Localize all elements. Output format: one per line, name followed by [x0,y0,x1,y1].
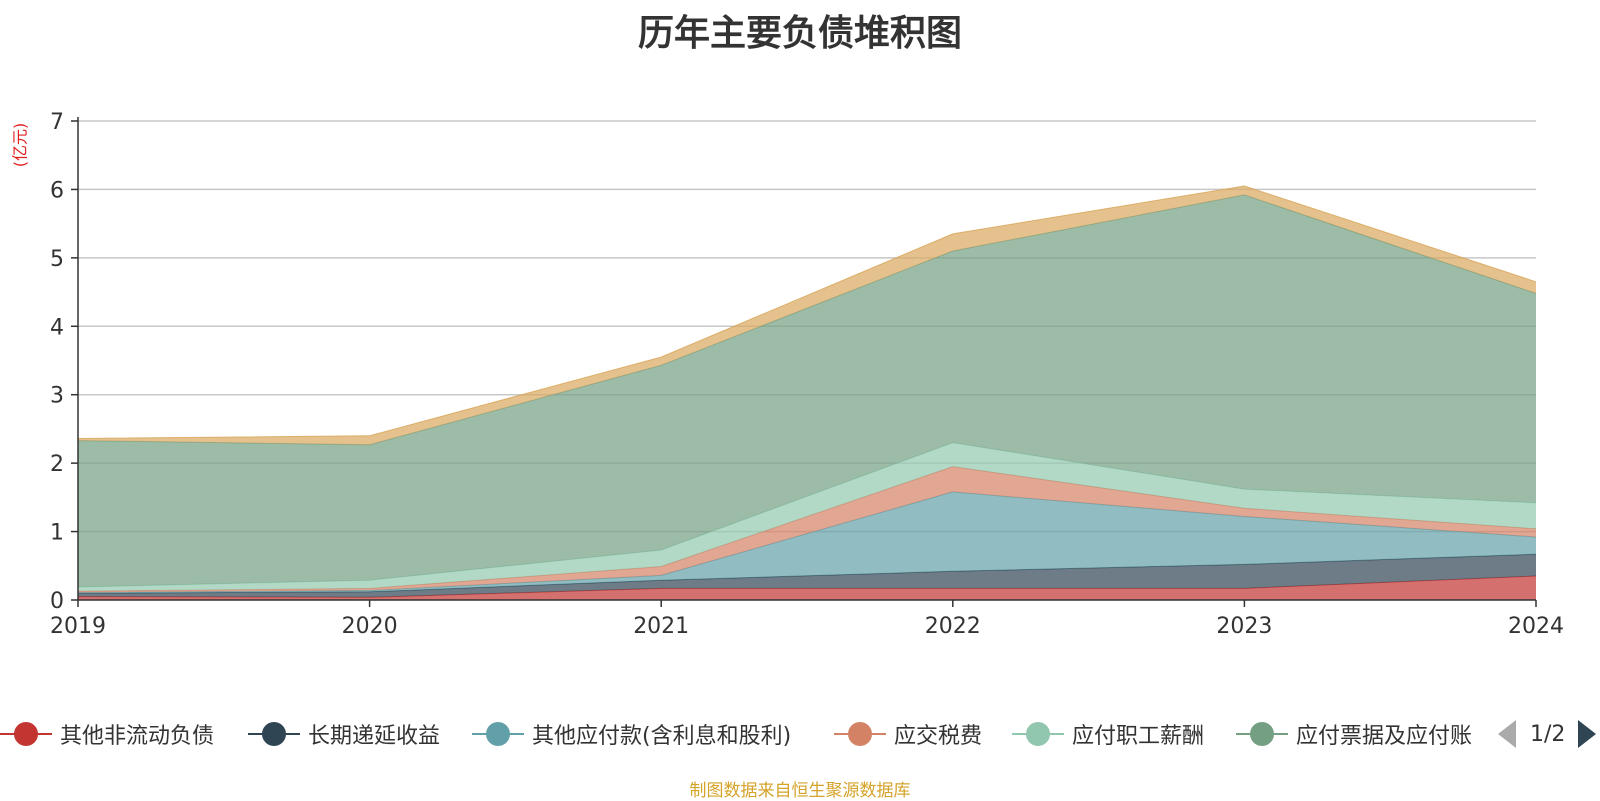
legend: 其他非流动负债 长期递延收益 其他应付款(含利息和股利) 应交税费 应付职工薪酬… [0,714,1600,754]
legend-label: 应交税费 [894,724,983,749]
axes: 0 1 2 3 4 5 6 7 2019 2020 2021 2022 2023 2024 [50,110,1564,639]
y-tick-label: 7 [50,110,64,135]
legend-item-other-noncurrent-liabilities[interactable]: 其他非流动负债 [0,714,214,754]
x-tick-label: 2019 [50,614,106,639]
legend-marker-icon [472,722,524,746]
legend-label: 长期递延收益 [308,724,441,749]
legend-next-page-icon[interactable] [1576,714,1598,754]
series-area-5 [78,194,1536,587]
legend-item-long-term-deferred-income[interactable]: 长期递延收益 [248,714,440,754]
y-tick-label: 2 [50,452,64,477]
legend-page-indicator: 1/2 [1530,721,1566,747]
legend-item-taxes-payable[interactable]: 应交税费 [834,714,982,754]
x-tick-label: 2023 [1216,614,1272,639]
legend-label: 应付票据及应付账 [1296,724,1473,749]
legend-label: 其他应付款(含利息和股利) [532,724,792,749]
series-areas [77,185,1537,600]
series-area-0 [78,576,1536,600]
chart-title: 历年主要负债堆积图 [637,13,962,54]
y-tick-label: 4 [50,315,64,340]
legend-item-other-payables[interactable]: 其他应付款(含利息和股利) [472,714,791,754]
stacked-area-chart: 0 1 2 3 4 5 6 7 2019 2020 2021 2022 2023 2024 [50,110,1564,639]
x-tick-label: 2022 [925,614,981,639]
legend-marker-icon [0,722,52,746]
series-area-2 [78,491,1536,594]
legend-marker-icon [834,722,886,746]
legend-marker-icon [1012,722,1064,746]
y-tick-label: 3 [50,384,64,409]
legend-item-employee-compensation[interactable]: 应付职工薪酬 [1012,714,1204,754]
legend-prev-page-icon[interactable] [1496,714,1518,754]
x-tick-label: 2021 [633,614,689,639]
x-tick-label: 2024 [1508,614,1564,639]
legend-label: 应付职工薪酬 [1072,724,1205,749]
data-source-note: 制图数据来自恒生聚源数据库 [689,781,911,801]
y-tick-label: 0 [50,589,64,614]
series-line-6 [77,185,1537,439]
y-tick-label: 5 [50,247,64,272]
legend-item-notes-and-accounts-payable[interactable]: 应付票据及应付账 [1236,714,1480,754]
y-tick-label: 1 [50,521,64,546]
legend-marker-icon [248,722,300,746]
legend-marker-icon [1236,722,1288,746]
y-tick-label: 6 [50,178,64,203]
legend-label: 其他非流动负债 [60,724,215,749]
x-tick-label: 2020 [342,614,398,639]
series-area-4 [78,442,1536,592]
